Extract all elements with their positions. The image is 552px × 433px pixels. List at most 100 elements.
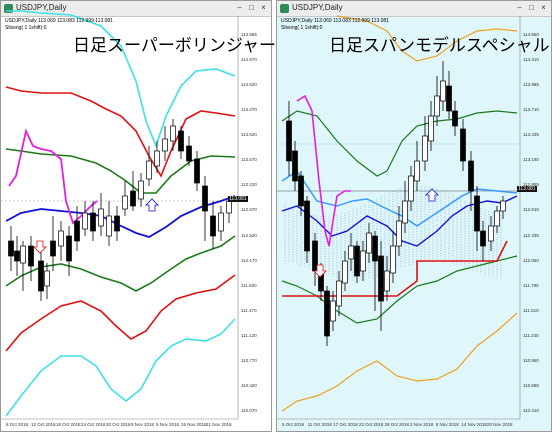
buy-signal-arrow-icon xyxy=(145,198,159,212)
price-axis-label: 111.120 xyxy=(241,332,257,338)
chart-window-right[interactable]: USDJPY,Daily – □ × USDJPY,Daily 113.069 … xyxy=(276,0,552,432)
candlestick xyxy=(194,158,200,184)
candlestick xyxy=(360,250,366,272)
date-axis-label: 20 Nov 2018 xyxy=(487,422,513,427)
maximize-icon[interactable]: □ xyxy=(249,3,254,12)
window-titlebar-right[interactable]: USDJPY,Daily – □ × xyxy=(277,1,551,17)
candlestick xyxy=(402,200,408,224)
candlestick xyxy=(488,225,494,242)
candlestick xyxy=(14,250,20,262)
price-axis-label: 111.510 xyxy=(523,307,539,313)
price-axis-label: 112.060 xyxy=(523,257,539,263)
candlestick xyxy=(44,270,50,287)
candlestick xyxy=(414,160,420,182)
maximize-icon[interactable]: □ xyxy=(529,3,534,12)
upper-band-2sigma xyxy=(281,110,518,177)
candlestick xyxy=(66,235,72,262)
lower-band-1sigma xyxy=(5,235,236,292)
candlestick xyxy=(428,115,434,142)
date-axis-label: 5 Nov 2018 xyxy=(131,422,155,427)
price-axis-label: 111.470 xyxy=(241,307,257,313)
current-price-tag: 113.081 xyxy=(228,196,248,202)
price-axis-label: 113.710 xyxy=(523,107,539,113)
minimize-icon[interactable]: – xyxy=(517,3,522,12)
price-axis-label: 112.335 xyxy=(523,232,539,238)
candlestick xyxy=(324,290,330,337)
candlestick xyxy=(82,212,88,230)
candlestick xyxy=(494,210,500,227)
indicator-info-line: Slisong( 1 1shift):0 xyxy=(5,25,47,31)
candlestick xyxy=(500,200,506,212)
date-axis-label: 23 Oct 2018 xyxy=(358,422,384,427)
candlestick xyxy=(446,85,452,112)
price-axis-label: 112.610 xyxy=(523,207,539,213)
close-icon[interactable]: × xyxy=(261,3,266,12)
price-axis-label: 110.685 xyxy=(523,382,539,388)
price-axis-label: 113.435 xyxy=(523,132,539,138)
price-axis-label: 110.770 xyxy=(241,357,257,363)
date-axis-label: 8 Nov 2018 xyxy=(435,422,459,427)
date-axis-label: 17 Oct 2018 xyxy=(333,422,358,427)
close-icon[interactable]: × xyxy=(541,3,546,12)
price-axis-label: 114.270 xyxy=(241,107,257,113)
chart-window-left[interactable]: USDJPY,Daily – □ × USDJPY,Daily 113.069 … xyxy=(0,0,276,433)
candlestick xyxy=(408,175,414,202)
buy-signal-arrow-icon xyxy=(425,188,439,202)
date-axis-label: 29 Oct 2018 xyxy=(384,422,410,427)
chart-window-icon xyxy=(280,4,289,13)
lower-band-2sigma xyxy=(5,274,236,352)
minimize-icon[interactable]: – xyxy=(237,3,242,12)
price-axis-label: 113.160 xyxy=(523,157,539,163)
candlestick xyxy=(298,175,304,207)
price-axis-label: 111.785 xyxy=(523,282,539,288)
sell-signal-arrow-icon xyxy=(33,240,47,254)
price-axis-label: 110.410 xyxy=(523,408,539,413)
candlestick xyxy=(50,240,56,257)
candlestick xyxy=(480,230,486,247)
date-axis-label: 2 Nov 2018 xyxy=(410,422,434,427)
date-axis-label: 5 Oct 2018 xyxy=(282,422,305,427)
candlestick xyxy=(292,150,298,182)
span-b-line xyxy=(282,240,508,297)
price-axis-label: 112.170 xyxy=(241,257,257,263)
candlestick xyxy=(98,208,104,227)
date-axis-label: 30 Oct 2018 xyxy=(106,422,131,427)
candlestick xyxy=(106,215,112,237)
window-title-left: USDJPY,Daily xyxy=(16,3,67,12)
candlestick xyxy=(138,180,144,200)
upper-band-3sigma xyxy=(336,15,518,62)
sell-signal-arrow-icon xyxy=(313,264,327,278)
candlestick xyxy=(58,230,64,247)
candlestick xyxy=(342,260,348,284)
candlestick xyxy=(336,280,342,307)
candlestick xyxy=(210,215,216,237)
upper-band-1sigma xyxy=(5,148,236,194)
candlestick xyxy=(154,150,160,167)
date-axis-label: 21 Nov 2018 xyxy=(206,422,232,427)
candlestick xyxy=(20,245,26,264)
price-axis-label: 112.885 xyxy=(523,182,539,188)
chikou-span-line xyxy=(8,128,98,225)
date-axis-label: 12 Oct 2018 xyxy=(31,422,56,427)
date-axis-label: 18 Oct 2018 xyxy=(56,422,81,427)
middle-band xyxy=(5,195,236,238)
bollinger-chart-canvas[interactable] xyxy=(1,1,273,433)
candlestick xyxy=(130,190,136,207)
window-titlebar-left[interactable]: USDJPY,Daily – □ × xyxy=(1,1,271,17)
candlestick xyxy=(38,260,44,292)
chikou-span-line xyxy=(296,94,351,247)
candlestick xyxy=(202,185,208,212)
candlestick xyxy=(8,240,14,257)
price-axis-label: 110.420 xyxy=(241,382,257,388)
price-axis-label: 113.565 xyxy=(241,32,257,37)
price-axis-label: 113.220 xyxy=(241,182,257,188)
candlestick xyxy=(434,95,440,117)
candlestick xyxy=(170,125,176,142)
price-axis-label: 114.620 xyxy=(241,82,257,88)
span-model-chart-canvas[interactable] xyxy=(277,1,552,433)
candlestick xyxy=(354,245,360,277)
candlestick xyxy=(384,270,390,292)
base-line xyxy=(281,195,518,247)
price-axis-label: 113.920 xyxy=(241,132,257,138)
candlestick xyxy=(114,215,120,232)
